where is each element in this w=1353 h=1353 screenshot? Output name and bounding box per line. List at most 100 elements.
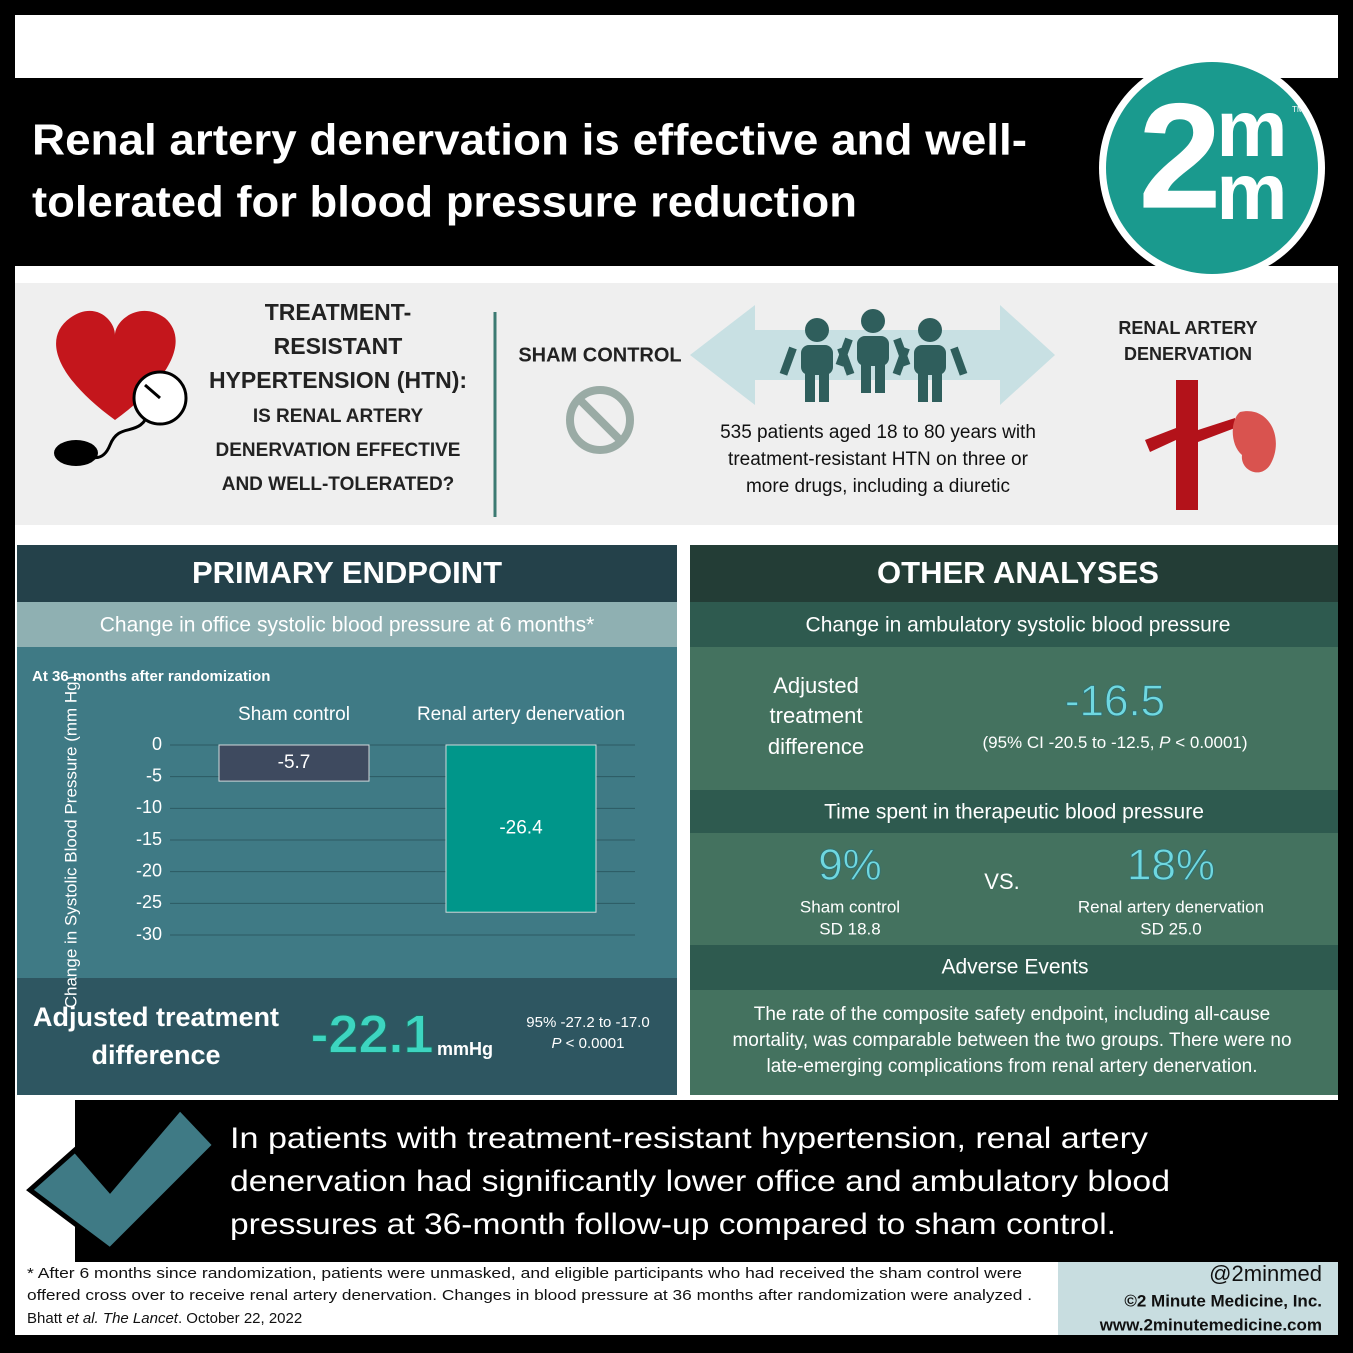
bar [218, 744, 370, 782]
y-tick-label: -10 [136, 797, 162, 817]
rad-label: RENAL ARTERY [1118, 318, 1257, 338]
result-unit: mmHg [437, 1039, 493, 1059]
p-symbol: P [1159, 733, 1171, 752]
primary-subheader [17, 602, 677, 647]
time-sd: SD 25.0 [1140, 919, 1201, 938]
gauge-bulb [54, 440, 98, 466]
time-group: Renal artery denervation [1078, 897, 1264, 916]
primary-title: PRIMARY ENDPOINT [192, 555, 502, 590]
value-label: -26.4 [499, 818, 543, 839]
intro-panel [15, 283, 1338, 525]
p-symbol: P [552, 1035, 562, 1052]
question-line: AND WELL-TOLERATED? [222, 474, 455, 495]
ambulatory-label: Adjusted [773, 673, 859, 698]
result-p: P < 0.0001 [552, 1035, 625, 1052]
p-value: < 0.0001) [1171, 733, 1248, 752]
logo-letter: m [1216, 84, 1287, 173]
ambulatory-ci: (95% CI -20.5 to -12.5, P < 0.0001) [982, 733, 1247, 752]
conclusion-line: In patients with treatment-resistant hyp… [230, 1122, 1148, 1155]
citation-part: et al. [66, 1310, 99, 1327]
question-line: TREATMENT- [265, 299, 412, 325]
credit: ©2 Minute Medicine, Inc. [1124, 1291, 1322, 1310]
question-line: RESISTANT [274, 333, 403, 359]
population-line: more drugs, including a diuretic [746, 476, 1010, 497]
credit: @2minmed [1209, 1261, 1322, 1286]
row-heading [690, 945, 1338, 990]
adverse-text: mortality, was comparable between the tw… [732, 1030, 1291, 1051]
people-icon [779, 309, 968, 402]
check-icon [26, 1104, 219, 1254]
y-tick-label: 0 [152, 734, 162, 754]
time-group: Sham control [800, 897, 900, 916]
time-value: 18% [1127, 841, 1215, 890]
footnote: offered cross over to receive renal arte… [27, 1287, 1032, 1304]
adverse-heading: Adverse Events [941, 956, 1088, 979]
question-line: DENERVATION EFFECTIVE [216, 440, 461, 461]
row-panel [690, 647, 1338, 790]
time-value: 9% [818, 841, 882, 890]
conclusion-line: denervation had significantly lower offi… [230, 1165, 1170, 1198]
logo-mark: TM [1292, 105, 1304, 114]
result-value: -22.1 [310, 1004, 433, 1064]
citation-part: Bhatt [27, 1310, 66, 1327]
credit: www.2minutemedicine.com [1099, 1315, 1322, 1334]
logo-letter: m [1216, 147, 1287, 236]
x-tick-label: Renal artery denervation [417, 704, 625, 725]
ambulatory-value: -16.5 [1065, 677, 1165, 726]
credits-box [1058, 1262, 1338, 1335]
logo-digit: 2 [1138, 72, 1221, 240]
y-tick-label: -25 [136, 892, 162, 912]
citation-part: The Lancet [99, 1310, 179, 1327]
row-heading [690, 790, 1338, 833]
ambulatory-label: difference [768, 734, 864, 759]
other-title: OTHER ANALYSES [877, 555, 1159, 590]
vs: VS. [984, 869, 1019, 894]
title-line: Renal artery denervation is effective an… [32, 116, 1027, 165]
rad-label: DENERVATION [1124, 344, 1252, 364]
bar [445, 744, 597, 913]
citation-part: . October 22, 2022 [178, 1310, 302, 1327]
chart-subtitle: At 36 months after randomization [32, 668, 270, 685]
primary-header [17, 545, 677, 602]
time-sd: SD 18.8 [819, 919, 880, 938]
y-tick-label: -5 [146, 765, 162, 785]
result-panel [17, 978, 677, 1095]
y-tick-label: -15 [136, 829, 162, 849]
population-line: treatment-resistant HTN on three or [728, 449, 1029, 470]
ci-text: (95% CI -20.5 to -12.5, [982, 733, 1159, 752]
question-line: HYPERTENSION (HTN): [209, 367, 467, 393]
ambulatory-label: treatment [770, 703, 863, 728]
footnote: * After 6 months since randomization, pa… [27, 1265, 1022, 1282]
question-line: IS RENAL ARTERY [253, 406, 424, 427]
result-label: Adjusted treatment [33, 1002, 279, 1032]
p-value: < 0.0001 [562, 1035, 625, 1052]
kidney-icon [1145, 380, 1276, 510]
row-heading [690, 602, 1338, 647]
value-label: -5.7 [278, 752, 311, 773]
row-panel [690, 833, 1338, 945]
conclusion-line: pressures at 36-month follow-up compared… [230, 1208, 1116, 1241]
conclusion-band [75, 1100, 1338, 1262]
primary-subtitle: Change in office systolic blood pressure… [100, 614, 595, 637]
citation: Bhatt et al. The Lancet. October 22, 202… [27, 1310, 302, 1327]
ambulatory-heading: Change in ambulatory systolic blood pres… [806, 614, 1231, 637]
logo [1106, 62, 1318, 274]
no-icon [566, 386, 634, 454]
adverse-text: The rate of the composite safety endpoin… [754, 1004, 1270, 1025]
result-ci: 95% -27.2 to -17.0 [526, 1014, 649, 1031]
y-tick-label: -20 [136, 860, 162, 880]
x-tick-label: Sham control [238, 704, 350, 725]
y-axis-label: Change in Systolic Blood Pressure (mm Hg… [61, 676, 80, 1009]
row-panel [690, 990, 1338, 1095]
other-header [690, 545, 1338, 602]
time-heading: Time spent in therapeutic blood pressure [824, 801, 1204, 824]
sham-label: SHAM CONTROL [518, 344, 681, 366]
result-label: difference [91, 1040, 220, 1070]
y-tick-label: -30 [136, 924, 162, 944]
bar-chart: 0 -5 -10 -15 -20 -25 -30 Sham control -5.7 Renal … [136, 704, 635, 944]
adverse-text: late-emerging complications from renal a… [766, 1056, 1257, 1077]
no-icon-bar [576, 396, 624, 444]
title-line: tolerated for blood pressure reduction [32, 178, 857, 227]
